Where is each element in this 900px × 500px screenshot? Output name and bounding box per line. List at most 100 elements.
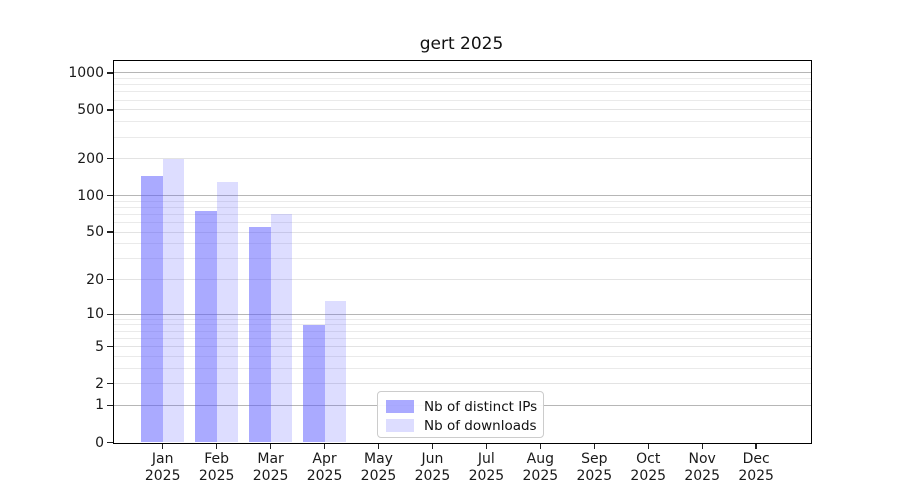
- bar-downloads: [270, 214, 293, 443]
- y-tick-label: 500: [77, 101, 104, 118]
- y-tick-mark: [107, 194, 113, 197]
- x-tick-mark: [162, 444, 164, 449]
- gridline: [114, 313, 811, 315]
- x-tick-label: Jun 2025: [415, 451, 451, 485]
- x-tick-year: 2025: [252, 467, 289, 484]
- legend-label: Nb of distinct IPs: [424, 398, 538, 415]
- gridline: [114, 324, 811, 326]
- gridline: [114, 158, 811, 160]
- gridline: [114, 367, 811, 369]
- y-tick-label: 0: [95, 434, 104, 451]
- plot-area: 0 1 2 5 10 20 50 100 200 500 1000 Jan 2025 Feb 2025 Mar…: [68, 59, 812, 484]
- legend-label: Nb of downloads: [424, 417, 537, 434]
- bar-distinct-ips: [249, 227, 271, 443]
- x-tick-mark: [215, 444, 218, 449]
- x-tick-month: Nov: [688, 450, 716, 467]
- chart-title: gert 2025: [419, 34, 504, 54]
- x-tick-label: Feb 2025: [199, 451, 235, 485]
- x-tick-year: 2025: [576, 467, 613, 484]
- gridline: [114, 84, 811, 86]
- gridline: [114, 337, 811, 339]
- gridline: [114, 243, 811, 245]
- x-tick-month: Jul: [477, 450, 495, 467]
- legend-item-downloads: Nb of downloads: [386, 416, 543, 435]
- y-tick-mark: [107, 231, 113, 233]
- gridline: [114, 258, 811, 260]
- bar-downloads: [216, 181, 239, 443]
- y-tick-label: 20: [86, 271, 104, 288]
- x-tick-month: Mar: [257, 450, 284, 467]
- bar-distinct-ips: [141, 175, 163, 443]
- gridline: [114, 330, 811, 332]
- y-tick-label: 50: [86, 224, 104, 241]
- bar-distinct-ips: [195, 211, 217, 443]
- x-tick-label: May 2025: [361, 451, 397, 485]
- bar-downloads: [324, 301, 347, 443]
- x-tick-year: 2025: [414, 467, 451, 484]
- x-tick-label: Oct 2025: [630, 451, 666, 485]
- gridline: [114, 99, 811, 101]
- x-tick-mark: [377, 444, 380, 449]
- x-tick-label: Jan 2025: [145, 451, 181, 485]
- y-tick-label: 2: [95, 375, 104, 392]
- x-tick-year: 2025: [684, 467, 721, 484]
- x-tick-month: Oct: [636, 450, 661, 467]
- gridline: [114, 109, 811, 111]
- legend: Nb of distinct IPs Nb of downloads: [377, 391, 544, 438]
- x-tick-label: Aug 2025: [523, 451, 559, 485]
- y-tick-label: 100: [77, 187, 104, 204]
- gridline: [114, 77, 811, 79]
- x-tick-year: 2025: [306, 467, 343, 484]
- x-tick-month: Aug: [526, 450, 555, 467]
- x-tick-month: Jun: [421, 450, 444, 467]
- gridline: [114, 213, 811, 215]
- y-tick-mark: [107, 441, 113, 444]
- x-tick-mark: [485, 444, 488, 449]
- x-tick-month: Feb: [204, 450, 230, 467]
- x-tick-label: Dec 2025: [738, 451, 774, 485]
- y-tick-mark: [107, 109, 113, 111]
- gridline: [114, 383, 811, 385]
- legend-swatch-downloads: [386, 419, 414, 432]
- x-tick-year: 2025: [468, 467, 505, 484]
- x-tick-month: Sep: [581, 450, 608, 467]
- legend-swatch-distinct-ips: [386, 400, 414, 413]
- gridline: [114, 355, 811, 357]
- x-tick-mark: [323, 444, 326, 449]
- x-tick-year: 2025: [522, 467, 559, 484]
- x-tick-mark: [755, 444, 757, 449]
- x-tick-year: 2025: [630, 467, 667, 484]
- x-tick-month: Jan: [151, 450, 174, 467]
- bar-downloads: [162, 158, 185, 443]
- y-tick-label: 10: [86, 306, 104, 323]
- gridline: [114, 200, 811, 202]
- x-tick-month: Apr: [312, 450, 337, 467]
- x-tick-mark: [539, 444, 542, 449]
- gridline: [114, 231, 811, 233]
- y-tick-label: 5: [95, 338, 104, 355]
- x-tick-month: Dec: [742, 450, 770, 467]
- y-tick-mark: [107, 158, 113, 160]
- gridline: [114, 318, 811, 320]
- x-tick-year: 2025: [198, 467, 235, 484]
- x-tick-label: Nov 2025: [684, 451, 720, 485]
- y-tick-mark: [107, 345, 113, 348]
- y-tick-mark: [107, 313, 113, 315]
- gridline: [114, 222, 811, 224]
- y-tick-mark: [107, 72, 113, 74]
- x-tick-mark: [647, 444, 649, 449]
- y-tick-label: 200: [77, 150, 104, 167]
- x-tick-year: 2025: [360, 467, 397, 484]
- gridline: [114, 121, 811, 123]
- y-tick-label: 1: [95, 397, 104, 414]
- bar-distinct-ips: [303, 324, 325, 443]
- x-tick-year: 2025: [738, 467, 774, 484]
- x-tick-month: May: [364, 450, 393, 467]
- x-tick-mark: [701, 444, 703, 449]
- y-tick-mark: [107, 383, 113, 385]
- gridline: [114, 346, 811, 348]
- gridline: [114, 279, 811, 281]
- gridline: [114, 195, 811, 197]
- x-tick-mark: [431, 444, 434, 449]
